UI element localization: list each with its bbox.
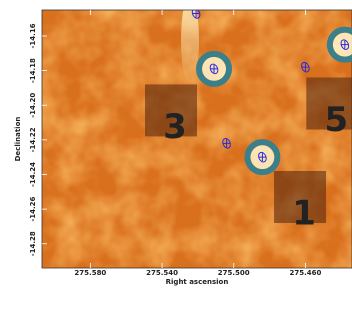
x-tick-label: 275.460 (289, 269, 321, 277)
y-tick-label: -14.26 (29, 196, 37, 221)
x-tick-label: 275.580 (74, 269, 106, 277)
region-label: 3 (163, 107, 187, 147)
x-axis-title: Right ascension (166, 278, 229, 286)
x-tick-label: 275.500 (218, 269, 250, 277)
y-tick-label: -14.20 (29, 93, 37, 118)
y-tick-label: -14.18 (29, 58, 37, 83)
y-axis-title: Declination (14, 117, 22, 162)
y-tick-label: -14.28 (29, 231, 37, 256)
region-label: 1 (292, 194, 316, 234)
x-tick-label: 275.540 (146, 269, 178, 277)
chart: Right ascension Declination 275.580 275.5… (0, 0, 352, 308)
y-tick-label: -14.16 (29, 23, 37, 48)
y-tick-label: -14.24 (29, 162, 37, 187)
region-label: 5 (324, 100, 348, 140)
y-tick-label: -14.22 (29, 127, 37, 152)
